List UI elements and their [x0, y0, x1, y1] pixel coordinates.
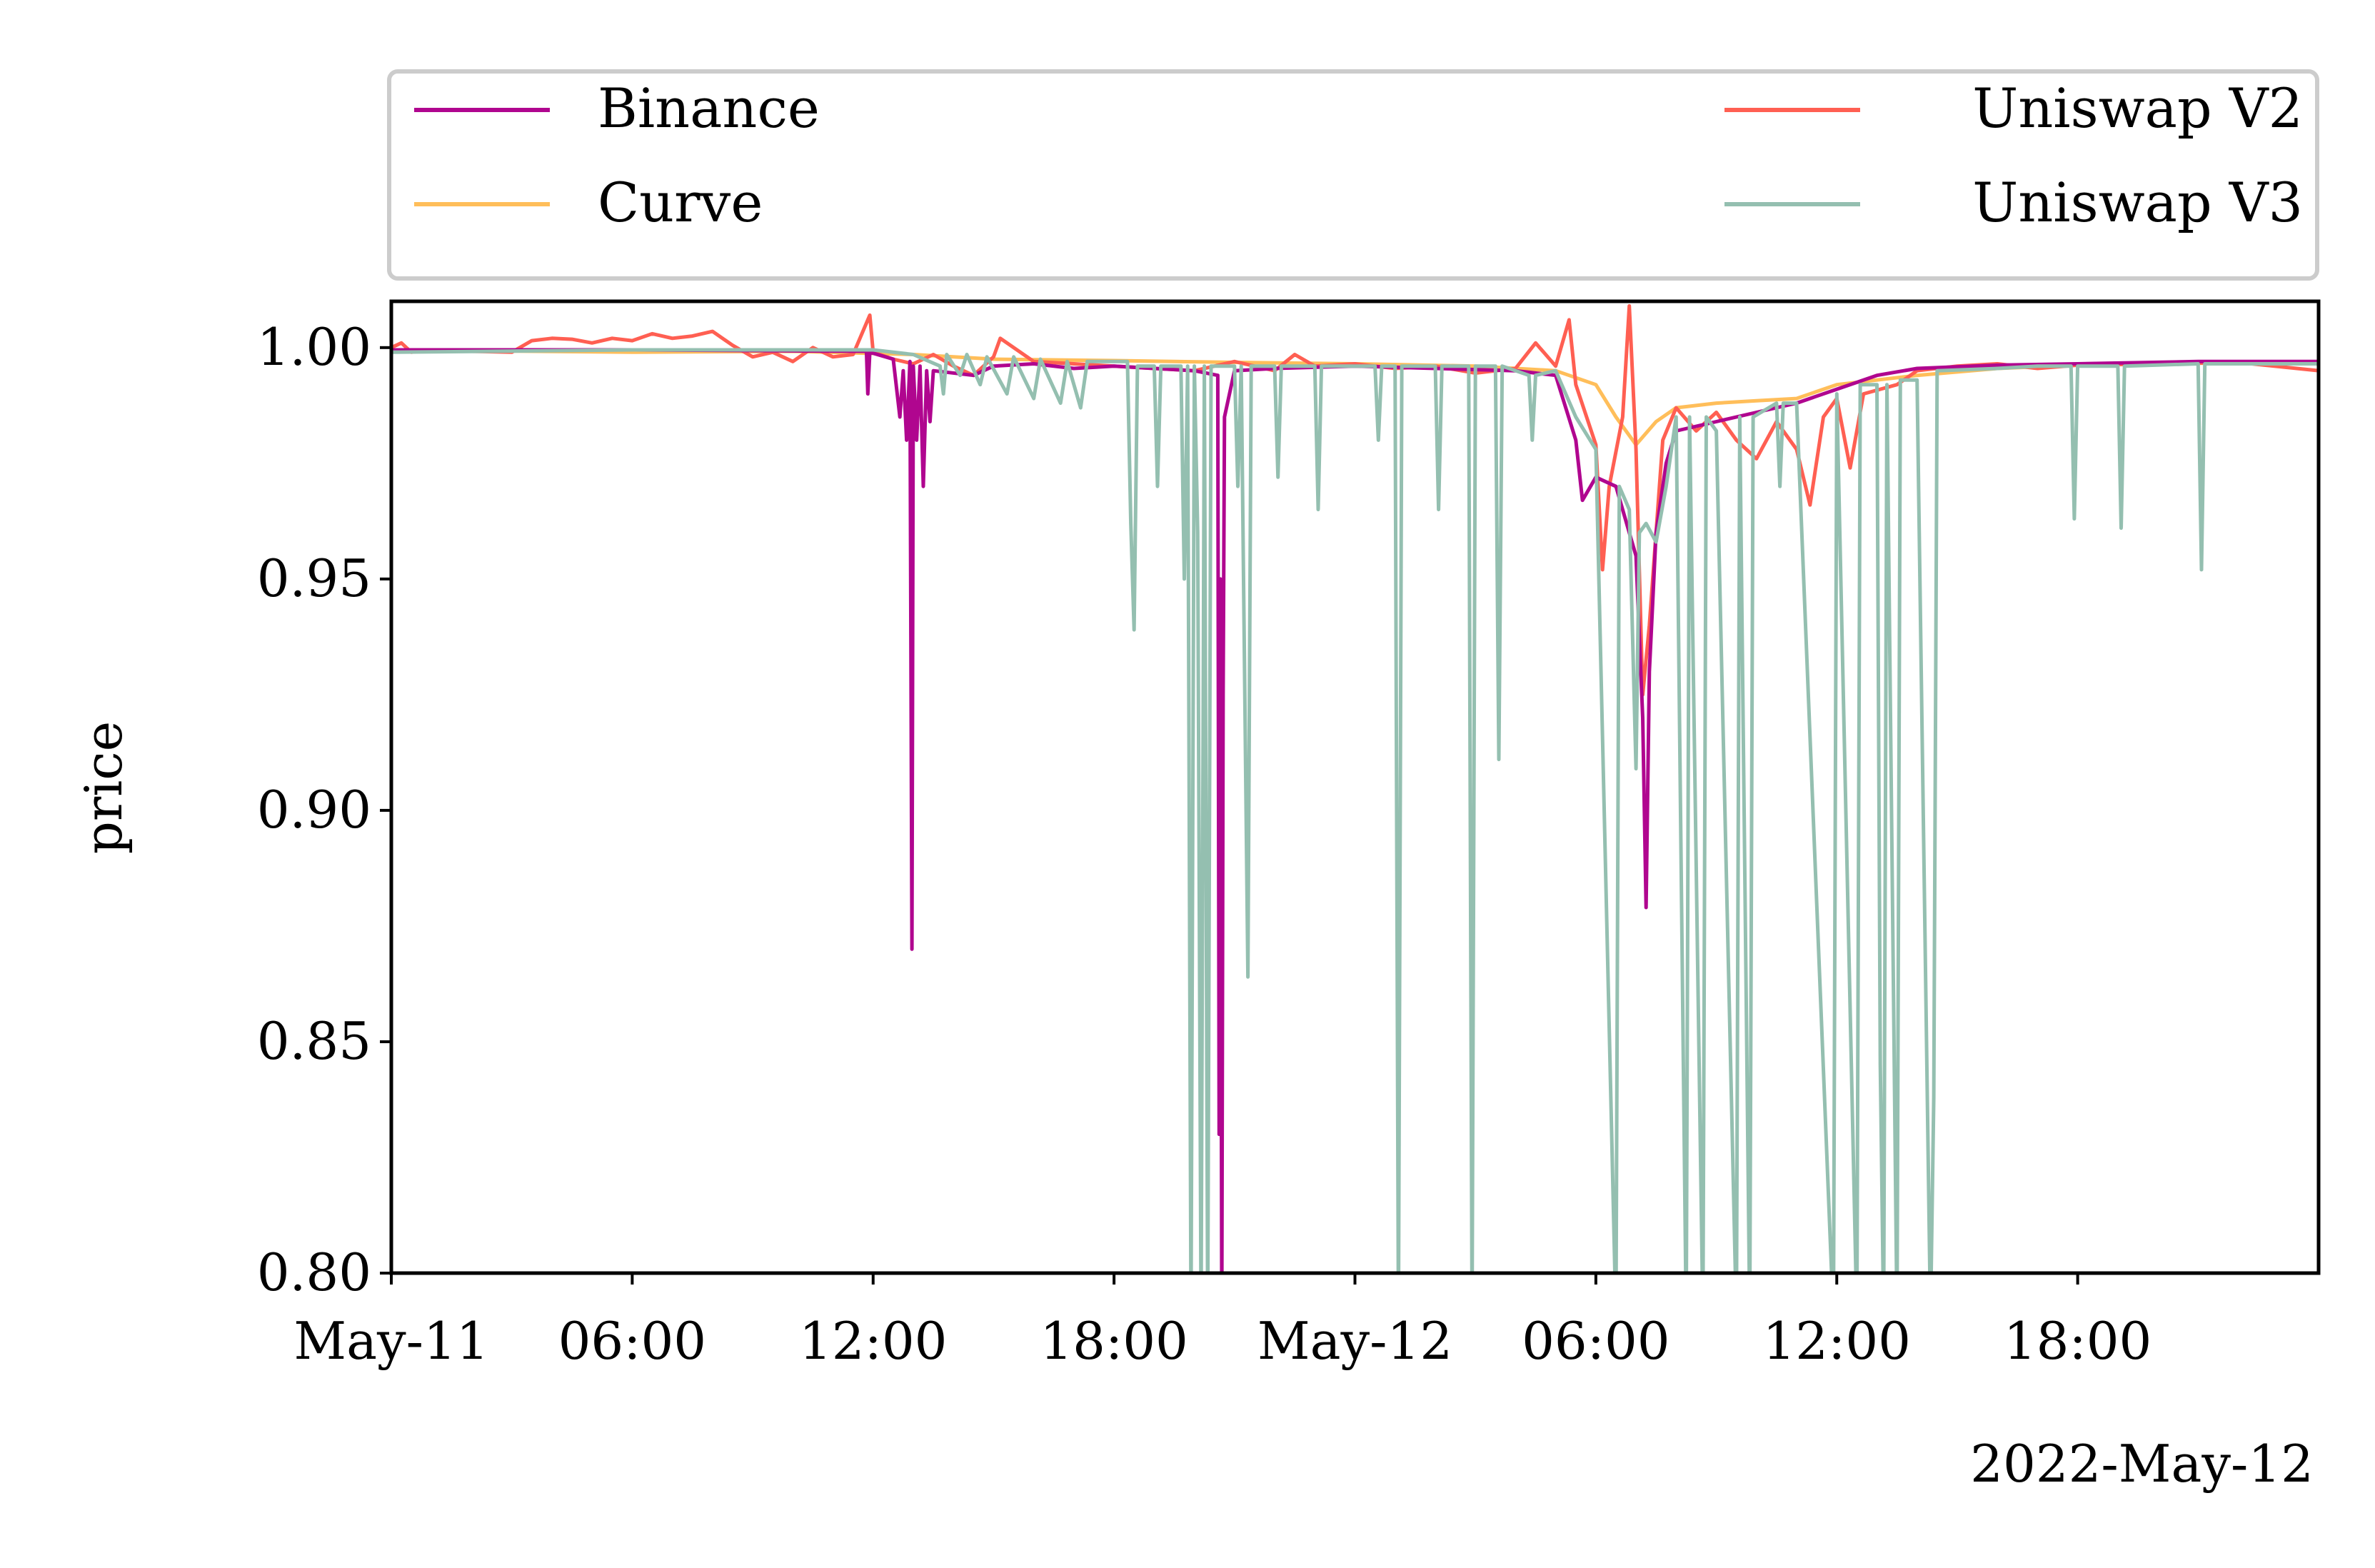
- y-tick-label: 0.85: [257, 1011, 371, 1071]
- y-tick-label: 0.95: [257, 548, 371, 608]
- legend-label-binance: Binance: [598, 76, 820, 140]
- series-layer: [391, 304, 2319, 1273]
- y-axis-label: price: [74, 721, 134, 854]
- x-tick-label: 12:00: [799, 1311, 948, 1371]
- y-axis: 0.80 0.85 0.90 0.95 1.00: [257, 317, 391, 1302]
- x-tick-label: 18:00: [2004, 1311, 2152, 1371]
- x-offset-label: 2022-May-12: [1970, 1434, 2314, 1494]
- x-tick-label: 12:00: [1763, 1311, 1912, 1371]
- x-tick-label: May-11: [293, 1311, 488, 1371]
- legend: Binance Uniswap V2 Curve Uniswap V3: [387, 69, 2319, 281]
- legend-label-uniswap-v3: Uniswap V3: [1972, 171, 2303, 234]
- x-tick-label: 18:00: [1040, 1311, 1188, 1371]
- series-line-curve: [391, 348, 2319, 447]
- x-axis: May-11 06:00 12:00 18:00 May-12 06:00 12:00 18:…: [293, 1273, 2151, 1371]
- x-tick-label: 06:00: [558, 1311, 707, 1371]
- series-line-uniswap-v3: [391, 348, 2319, 1273]
- legend-box: [387, 69, 2319, 281]
- x-tick-label: 06:00: [1522, 1311, 1670, 1371]
- legend-label-uniswap-v2: Uniswap V2: [1972, 76, 2303, 140]
- y-tick-label: 1.00: [257, 317, 371, 377]
- x-tick-label: May-12: [1257, 1311, 1452, 1371]
- y-tick-label: 0.80: [257, 1242, 371, 1302]
- legend-label-curve: Curve: [598, 171, 763, 234]
- y-tick-label: 0.90: [257, 780, 371, 840]
